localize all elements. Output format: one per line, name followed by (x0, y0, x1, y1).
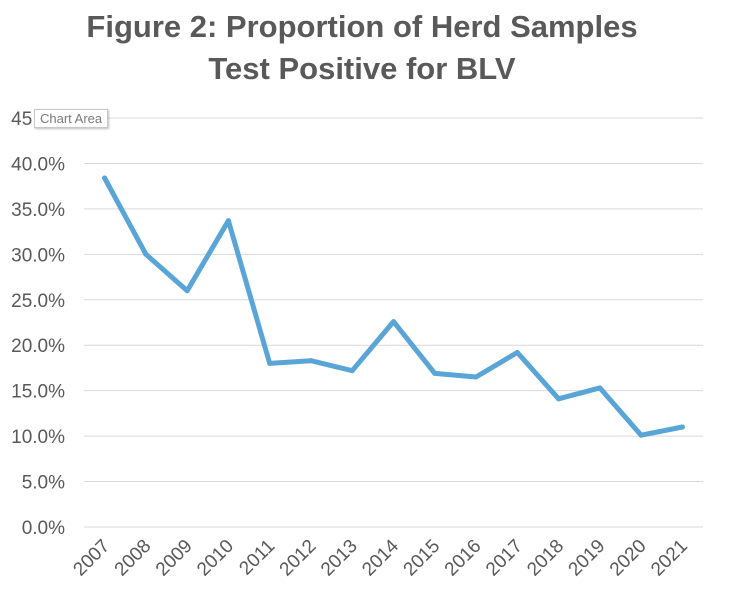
x-tick-label: 2008 (111, 536, 156, 581)
y-axis-tick-labels: 0.0% 5.0% 10.0% 15.0% 20.0% 25.0% 30.0% 35.0% 40… (11, 109, 65, 539)
y-tick-label: 30.0% (11, 245, 65, 266)
x-tick-label: 2019 (565, 536, 610, 581)
x-tick-label: 2013 (317, 536, 362, 581)
y-tick-label: 35.0% (11, 200, 65, 221)
data-point[interactable] (679, 424, 685, 430)
x-tick-label: 2015 (400, 536, 445, 581)
x-tick-label: 2012 (276, 536, 321, 581)
data-point[interactable] (102, 175, 108, 181)
chart-area-tooltip: Chart Area (34, 109, 109, 128)
y-tick-label: 20.0% (11, 336, 65, 357)
data-point[interactable] (143, 251, 149, 257)
x-axis-tick-labels: 2007200820092010201120122013201420152016… (69, 535, 691, 580)
data-point[interactable] (308, 358, 314, 364)
x-tick-label: 2009 (152, 536, 197, 581)
y-tick-label: 25.0% (11, 291, 65, 312)
x-tick-label: 2014 (358, 535, 403, 580)
data-point[interactable] (473, 374, 479, 380)
chart-title-line-2: Test Positive for BLV (208, 51, 516, 86)
data-point[interactable] (597, 385, 603, 391)
chart-title: Figure 2: Proportion of Herd Samples Tes… (0, 6, 724, 90)
x-tick-label: 2021 (647, 536, 692, 581)
x-tick-label: 2007 (69, 536, 114, 581)
data-point[interactable] (432, 370, 438, 376)
x-tick-label: 2016 (441, 536, 486, 581)
data-point[interactable] (638, 432, 644, 438)
data-point[interactable] (184, 288, 190, 294)
series-layer (102, 175, 685, 438)
y-tick-label: 5.0% (22, 473, 65, 494)
chart-title-line-1: Figure 2: Proportion of Herd Samples (86, 9, 638, 44)
x-tick-label: 2020 (606, 536, 651, 581)
y-tick-label: 0.0% (22, 518, 65, 539)
y-tick-label: 10.0% (11, 427, 65, 448)
y-tick-label: 40.0% (11, 154, 65, 175)
x-tick-label: 2011 (235, 536, 279, 580)
data-point[interactable] (267, 360, 273, 366)
data-point[interactable] (556, 396, 562, 402)
data-point[interactable] (514, 349, 520, 355)
x-tick-label: 2010 (193, 536, 238, 581)
data-point[interactable] (391, 319, 396, 325)
y-tick-label: 15.0% (11, 382, 65, 403)
data-point[interactable] (349, 368, 355, 374)
data-point[interactable] (225, 218, 231, 224)
series-line[interactable] (102, 175, 685, 438)
x-tick-label: 2018 (523, 536, 568, 581)
x-tick-label: 2017 (482, 536, 527, 581)
